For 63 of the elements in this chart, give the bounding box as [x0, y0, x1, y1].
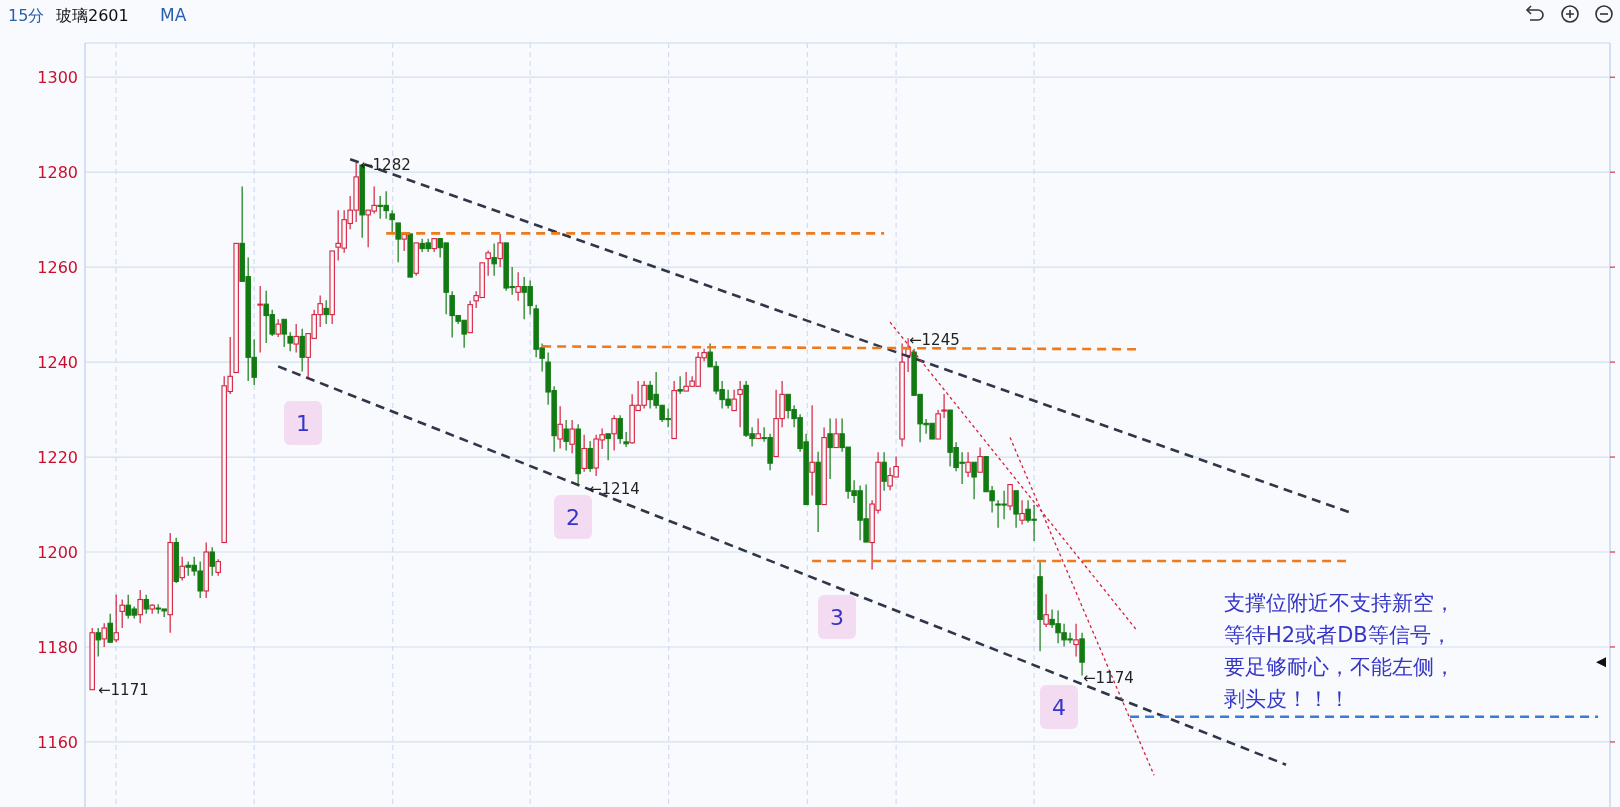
candlestick — [971, 461, 977, 500]
candlestick — [821, 427, 827, 506]
candlestick — [395, 222, 401, 263]
candlestick — [815, 451, 821, 533]
y-tick-label: 1240 — [37, 352, 78, 372]
candlestick — [737, 380, 743, 428]
candlestick — [563, 419, 569, 451]
y-tick-label: 1300 — [37, 67, 78, 87]
candlestick — [617, 414, 623, 445]
y-tick-label: 1200 — [37, 542, 78, 562]
candlestick — [755, 417, 761, 440]
candlestick — [899, 342, 905, 448]
candlestick — [569, 419, 575, 454]
annotation: 3 — [830, 604, 844, 630]
candlestick — [605, 433, 611, 461]
candlestick — [941, 393, 947, 419]
annotation: 4 — [1052, 694, 1066, 720]
candlestick — [407, 233, 413, 278]
candlestick — [257, 285, 263, 354]
y-tick-label: 1220 — [37, 447, 78, 467]
candlestick — [611, 414, 617, 451]
candlestick — [1079, 632, 1085, 677]
candlestick — [677, 375, 683, 395]
annotation: 支撑位附近不支持新空，等待H2或者DB等信号，要足够耐心，不能左侧，剥头皮！！！ — [1224, 591, 1455, 711]
candlestick — [1073, 623, 1079, 658]
candlestick — [623, 431, 629, 448]
candlestick — [671, 380, 677, 440]
annotation: ←1174 — [1083, 669, 1134, 688]
candlestick — [557, 405, 563, 450]
candlestick — [731, 389, 737, 412]
annotation: ←1245 — [909, 331, 960, 350]
candlestick — [881, 451, 887, 492]
y-tick-label: 1160 — [37, 732, 78, 752]
candlestick — [515, 271, 521, 302]
candlestick — [581, 434, 587, 473]
annotation: ←1214 — [589, 480, 640, 499]
candlestick — [1007, 484, 1013, 511]
annotation: 1 — [296, 410, 310, 436]
candlestick — [497, 233, 503, 268]
chart-subtitle: 15分 — [8, 6, 45, 25]
annotation: ←1282 — [360, 156, 411, 175]
candlestick — [1043, 593, 1049, 628]
candlestick — [467, 300, 473, 334]
annotation: ←1171 — [98, 681, 149, 700]
candlestick — [1013, 490, 1019, 529]
candlestick — [1019, 499, 1025, 526]
candlestick — [575, 423, 581, 487]
chart-title: 玻璃2601 — [56, 6, 129, 25]
y-tick-label: 1260 — [37, 257, 78, 277]
candlestick — [935, 409, 941, 440]
candlestick — [827, 417, 833, 480]
y-tick-label: 1280 — [37, 162, 78, 182]
candlestick — [233, 242, 239, 374]
candlestick — [977, 446, 983, 473]
candlestick — [587, 440, 593, 473]
candlestick — [809, 404, 815, 497]
candlestick — [491, 242, 497, 277]
candlestick — [965, 451, 971, 478]
y-tick-label: 1180 — [37, 637, 78, 657]
annotation: 2 — [566, 504, 580, 530]
candlestick — [1037, 560, 1043, 652]
text: MA — [160, 5, 187, 25]
candlestick — [833, 417, 839, 449]
